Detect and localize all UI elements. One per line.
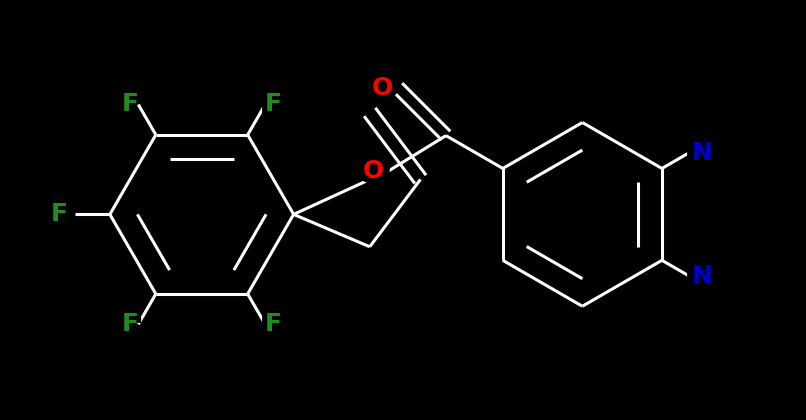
Text: F: F: [115, 83, 146, 126]
Text: F: F: [44, 193, 74, 236]
Text: F: F: [122, 312, 139, 336]
Text: O: O: [363, 159, 384, 183]
Text: F: F: [264, 312, 281, 336]
Text: N: N: [683, 131, 721, 175]
Text: N: N: [683, 254, 721, 297]
Text: F: F: [51, 202, 68, 226]
Text: O: O: [354, 149, 393, 192]
Text: O: O: [363, 66, 401, 109]
Text: N: N: [692, 141, 713, 165]
Text: F: F: [258, 83, 289, 126]
Text: N: N: [692, 264, 713, 288]
Text: F: F: [258, 303, 289, 346]
Text: F: F: [122, 92, 139, 116]
Text: O: O: [372, 76, 393, 100]
Text: F: F: [115, 303, 146, 346]
Text: F: F: [264, 92, 281, 116]
